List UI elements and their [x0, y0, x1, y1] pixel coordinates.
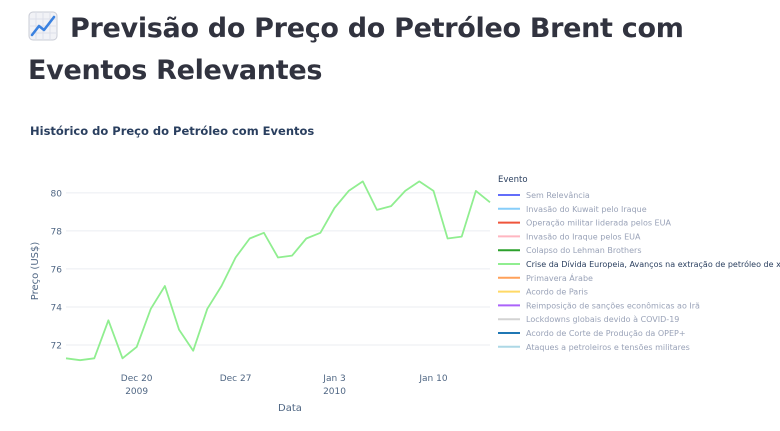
data-point[interactable] [445, 235, 451, 241]
legend-title: Evento [498, 175, 528, 185]
data-point[interactable] [218, 283, 224, 289]
legend-item-label[interactable]: Acordo de Corte de Produção da OPEP+ [526, 329, 686, 338]
data-point[interactable] [105, 317, 111, 323]
chart-increasing-icon [28, 11, 58, 41]
data-point[interactable] [388, 203, 394, 209]
data-point[interactable] [176, 327, 182, 333]
page-title-text: Previsão do Preço do Petróleo Brent com … [28, 13, 684, 86]
y-tick-label: 80 [51, 189, 63, 199]
data-point[interactable] [261, 230, 267, 236]
legend-item-label[interactable]: Operação militar liderada pelos EUA [526, 219, 671, 228]
legend-item-label[interactable]: Reimposição de sanções econômicas ao Irã [526, 300, 700, 310]
data-point[interactable] [289, 253, 295, 259]
legend-item-label[interactable]: Invasão do Kuwait pelo Iraque [526, 205, 647, 214]
series-line[interactable] [65, 180, 491, 362]
data-point[interactable] [91, 355, 97, 361]
data-point[interactable] [120, 355, 126, 361]
data-point[interactable] [459, 234, 465, 240]
line-chart[interactable]: 72 74 76 78 80 Dec 20 2009 Dec 27 Jan 3 2010 Jan 1… [0, 110, 780, 427]
data-point[interactable] [204, 306, 210, 312]
data-point[interactable] [275, 254, 281, 260]
data-point[interactable] [190, 348, 196, 354]
data-point[interactable] [332, 205, 338, 211]
data-point[interactable] [430, 188, 436, 194]
data-point[interactable] [63, 355, 69, 361]
data-point[interactable] [473, 188, 479, 194]
y-tick-label: 74 [51, 303, 63, 313]
x-tick-year-label: 2009 [125, 387, 148, 397]
legend-item-label[interactable]: Lockdowns globais devido à COVID-19 [526, 315, 679, 324]
data-point[interactable] [374, 207, 380, 213]
legend-item-label[interactable]: Ataques a petroleiros e tensões militare… [526, 343, 690, 352]
data-point[interactable] [148, 306, 154, 312]
data-point[interactable] [317, 230, 323, 236]
legend-item-label[interactable]: Crise da Dívida Europeia, Avanços na ext… [526, 259, 780, 269]
chart-title: Histórico do Preço do Petróleo com Event… [30, 124, 315, 138]
x-tick-year-label: 2010 [323, 387, 346, 397]
data-point[interactable] [402, 188, 408, 194]
data-point[interactable] [487, 199, 493, 205]
y-tick-label: 78 [51, 227, 63, 237]
legend-item-label[interactable]: Sem Relevância [526, 191, 590, 200]
chart-container[interactable]: Histórico do Preço do Petróleo com Event… [0, 110, 780, 427]
data-point[interactable] [247, 235, 253, 241]
legend-item-label[interactable]: Primavera Árabe [526, 272, 593, 283]
data-point[interactable] [360, 178, 366, 184]
y-tick-label: 76 [51, 265, 63, 275]
data-point[interactable] [233, 254, 239, 260]
page-title: Previsão do Preço do Petróleo Brent com … [28, 8, 778, 92]
data-point[interactable] [416, 178, 422, 184]
x-tick-label: Jan 10 [418, 374, 447, 384]
x-tick-label: Dec 20 [121, 374, 153, 384]
data-point[interactable] [303, 235, 309, 241]
x-tick-label: Jan 3 [322, 374, 345, 384]
data-point[interactable] [77, 357, 83, 363]
legend-item-label[interactable]: Colapso do Lehman Brothers [526, 246, 642, 255]
y-tick-label: 72 [51, 341, 62, 351]
legend-item-label[interactable]: Acordo de Paris [526, 288, 588, 297]
data-point[interactable] [346, 188, 352, 194]
data-point[interactable] [162, 283, 168, 289]
y-axis-title: Preço (US$) [30, 242, 41, 301]
legend-item-label[interactable]: Invasão do Iraque pelos EUA [526, 232, 641, 241]
data-point[interactable] [134, 344, 140, 350]
x-axis-title: Data [278, 403, 302, 414]
x-tick-label: Dec 27 [220, 374, 252, 384]
